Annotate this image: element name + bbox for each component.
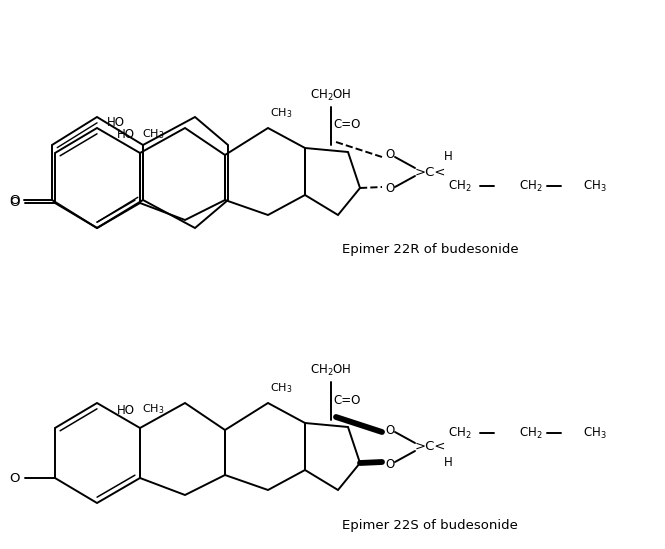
- Text: HO: HO: [107, 116, 125, 130]
- Text: O: O: [386, 148, 394, 161]
- Text: H: H: [444, 457, 452, 469]
- Text: CH$_3$: CH$_3$: [270, 381, 293, 395]
- Text: O: O: [10, 197, 20, 210]
- Text: Epimer 22S of budesonide: Epimer 22S of budesonide: [342, 518, 518, 531]
- Text: CH$_2$: CH$_2$: [448, 425, 471, 440]
- Text: >C<: >C<: [414, 440, 446, 453]
- Text: CH$_3$: CH$_3$: [142, 127, 164, 141]
- Text: CH$_2$: CH$_2$: [519, 178, 543, 194]
- Text: C=O: C=O: [333, 119, 360, 132]
- Text: CH$_3$: CH$_3$: [583, 425, 606, 440]
- Text: H: H: [444, 149, 452, 163]
- Text: C=O: C=O: [333, 394, 360, 406]
- Text: O: O: [10, 472, 20, 485]
- Text: CH$_2$: CH$_2$: [448, 178, 471, 194]
- Text: HO: HO: [117, 404, 135, 417]
- Text: Epimer 22R of budesonide: Epimer 22R of budesonide: [342, 244, 518, 256]
- Text: CH$_3$: CH$_3$: [270, 106, 293, 120]
- Text: CH$_3$: CH$_3$: [583, 178, 606, 194]
- Text: O: O: [9, 193, 19, 206]
- Text: CH$_2$: CH$_2$: [519, 425, 543, 440]
- Text: >C<: >C<: [414, 165, 446, 178]
- Text: CH$_3$: CH$_3$: [142, 402, 164, 416]
- Text: O: O: [386, 457, 394, 470]
- Text: CH$_2$OH: CH$_2$OH: [310, 87, 352, 103]
- Text: O: O: [386, 182, 394, 195]
- Text: CH$_2$OH: CH$_2$OH: [310, 362, 352, 378]
- Text: HO: HO: [117, 128, 135, 142]
- Text: O: O: [386, 423, 394, 436]
